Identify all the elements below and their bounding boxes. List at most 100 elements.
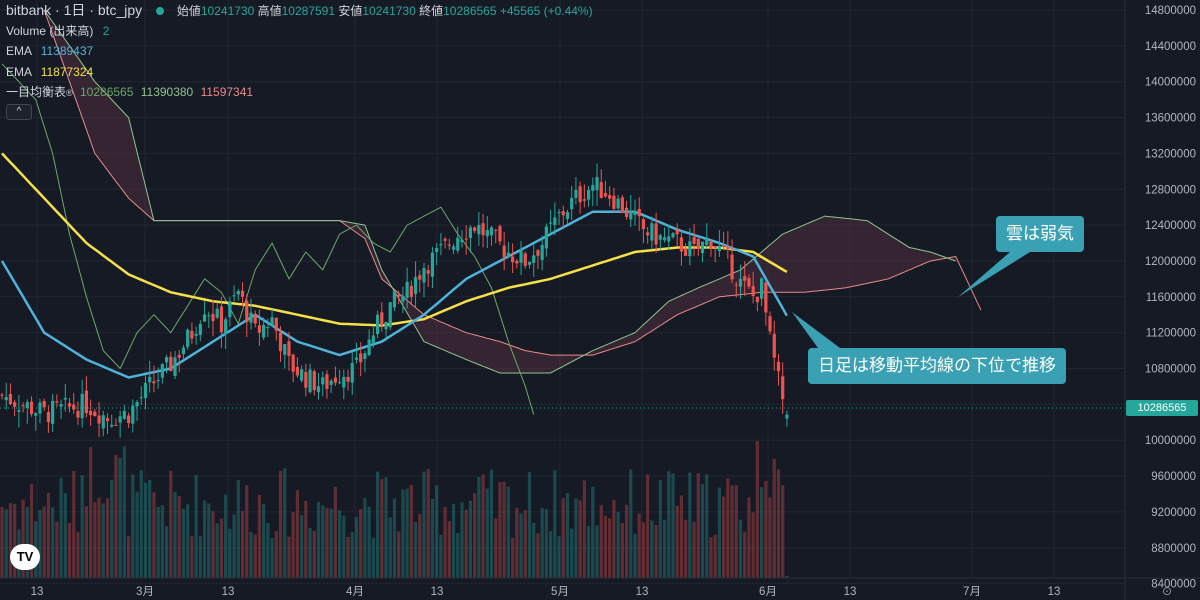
candle-body [359,353,363,363]
candle-body [80,393,84,419]
candle-body [768,316,772,332]
candle-body [169,356,173,372]
volume-label: Volume (出来高) [6,24,94,38]
legend-volume[interactable]: Volume (出来高) 2 [6,23,109,39]
candle-body [696,238,700,249]
candle-body [29,401,34,415]
candle-body [734,284,738,286]
volume-bar [363,497,367,578]
candle-body [481,223,485,236]
candle-body [785,414,789,419]
volume-bar [451,503,456,578]
candle-body [684,248,688,256]
candle-body [325,374,329,389]
volume-bar [190,536,194,578]
volume-bar [574,498,578,578]
candle-body [751,286,755,296]
candle-body [709,241,713,249]
volume-bar [675,505,679,578]
legend-ema-slow[interactable]: EMA 11877324 [6,64,93,80]
candle-body [405,281,409,298]
volume-bar [477,476,481,578]
volume-bar [257,495,262,578]
volume-bar [734,485,738,578]
volume-bar [333,487,337,578]
candle-body [443,238,447,241]
volume-bar [599,505,603,578]
candle-body [198,323,202,335]
price-tick-label: 11600000 [1146,292,1196,304]
volume-bar [80,475,84,578]
volume-bar [688,472,692,578]
candle-body [38,402,42,414]
candle-body [620,197,624,213]
volume-bar [755,441,759,578]
legend-ema-fast[interactable]: EMA 11389437 [6,43,93,59]
time-tick-label: 13 [31,586,44,598]
volume-value: 2 [102,24,110,38]
volume-bar [709,537,713,578]
senkou-span-a [43,9,982,356]
candle-body [654,223,658,245]
volume-bar [13,503,17,578]
time-tick-label: 13 [431,586,444,598]
callout-pointer-cloud [958,252,1030,297]
volume-bar [274,531,278,578]
candle-body [599,182,603,199]
candle-body [135,401,139,407]
tradingview-logo[interactable]: TV [10,544,40,570]
ichimoku-label: 一目均衡表 [6,85,67,99]
candle-body [468,227,473,238]
volume-bar [549,531,553,578]
volume-bar [662,519,667,578]
price-tick-label: 12000000 [1145,256,1196,268]
change-value: +45565 (+0.44%) [499,4,593,18]
collapse-legend-button[interactable]: ^ [6,104,32,120]
callout-below-ma: 日足は移動平均線の下位で推移 [808,348,1066,384]
candle-body [300,369,304,381]
candle-body [363,353,367,360]
volume-bar [536,533,540,578]
candle-body [63,397,67,400]
candle-body [164,357,169,363]
volume-bar [42,506,46,578]
candle-body [536,250,540,256]
candle-body [316,386,321,393]
candle-body [114,424,118,426]
volume-bar [700,484,705,578]
volume-bar [181,508,186,578]
candle-body [127,415,131,424]
eye-settings-icon[interactable]: ⊙ [1162,584,1173,598]
candle-body [51,400,55,424]
symbol-title[interactable]: bitbank · 1日 · btc_jpy [6,2,143,18]
volume-bar [494,518,498,578]
candle-body [650,223,654,241]
volume-bar [705,474,709,578]
candle-body [549,222,553,224]
candle-body [464,238,468,240]
low-label: 安値 [338,4,363,18]
candle-body [34,413,38,416]
volume-bar [291,512,295,578]
candle-body [586,189,591,200]
volume-bar [722,496,726,578]
legend-ichimoku[interactable]: 一目均衡表® 10286565 11390380 11597341 [6,84,253,101]
volume-bar [498,482,502,578]
candle-body [76,411,80,418]
ichimoku-cloud [43,9,982,374]
volume-bar [105,498,110,578]
candle-body [502,245,506,258]
candle-body [219,306,224,333]
volume-bar [456,533,460,578]
volume-bar [38,509,42,578]
volume-bar [392,498,397,578]
close-label: 終値 [419,4,444,18]
volume-bar [646,474,650,578]
volume-bar [447,521,451,578]
candle-body [131,405,135,424]
low-value: 10241730 [362,4,416,18]
market-status-icon [155,7,164,16]
time-tick-label: 13 [636,586,649,598]
volume-bar [308,527,312,578]
